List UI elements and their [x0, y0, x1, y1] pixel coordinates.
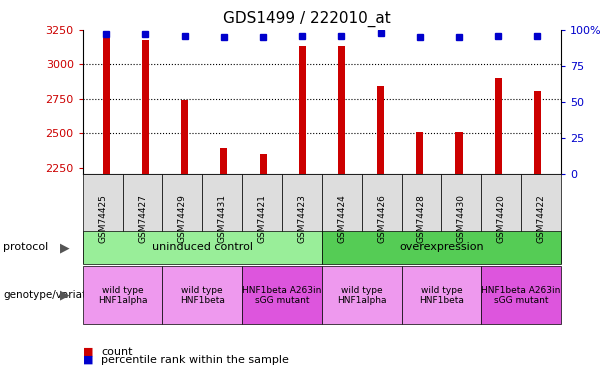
Text: GSM74429: GSM74429	[178, 194, 187, 243]
Bar	[259, 154, 267, 174]
Text: GDS1499 / 222010_at: GDS1499 / 222010_at	[223, 11, 390, 27]
Bar	[495, 78, 501, 174]
Bar	[220, 148, 227, 174]
Text: GSM74420: GSM74420	[497, 194, 506, 243]
Text: GSM74424: GSM74424	[337, 194, 346, 243]
Text: ■: ■	[83, 347, 93, 357]
Text: uninduced control: uninduced control	[152, 243, 253, 252]
Text: count: count	[101, 347, 132, 357]
Bar	[534, 90, 541, 174]
Text: GSM74428: GSM74428	[417, 194, 426, 243]
Bar	[103, 38, 110, 174]
Text: ▶: ▶	[59, 289, 69, 302]
Text: GSM74421: GSM74421	[257, 194, 267, 243]
Text: GSM74426: GSM74426	[377, 194, 386, 243]
Bar	[338, 46, 345, 174]
Text: GSM74425: GSM74425	[98, 194, 107, 243]
Bar	[142, 40, 149, 174]
Text: wild type
HNF1beta: wild type HNF1beta	[180, 286, 225, 305]
Text: overexpression: overexpression	[399, 243, 484, 252]
Text: protocol: protocol	[3, 243, 48, 252]
Bar	[181, 100, 188, 174]
Text: wild type
HNF1alpha: wild type HNF1alpha	[98, 286, 147, 305]
Text: GSM74431: GSM74431	[218, 194, 227, 243]
Text: ▶: ▶	[59, 241, 69, 254]
Bar	[299, 46, 306, 174]
Text: HNF1beta A263in
sGG mutant: HNF1beta A263in sGG mutant	[242, 286, 322, 305]
Text: wild type
HNF1alpha: wild type HNF1alpha	[337, 286, 386, 305]
Text: GSM74427: GSM74427	[138, 194, 147, 243]
Text: percentile rank within the sample: percentile rank within the sample	[101, 355, 289, 365]
Text: GSM74423: GSM74423	[297, 194, 306, 243]
Text: HNF1beta A263in
sGG mutant: HNF1beta A263in sGG mutant	[481, 286, 561, 305]
Text: GSM74422: GSM74422	[536, 194, 546, 243]
Bar	[455, 132, 463, 174]
Text: ■: ■	[83, 355, 93, 365]
Bar	[377, 86, 384, 174]
Text: wild type
HNF1beta: wild type HNF1beta	[419, 286, 464, 305]
Bar	[416, 132, 424, 174]
Text: GSM74430: GSM74430	[457, 194, 466, 243]
Text: genotype/variation: genotype/variation	[3, 290, 102, 300]
